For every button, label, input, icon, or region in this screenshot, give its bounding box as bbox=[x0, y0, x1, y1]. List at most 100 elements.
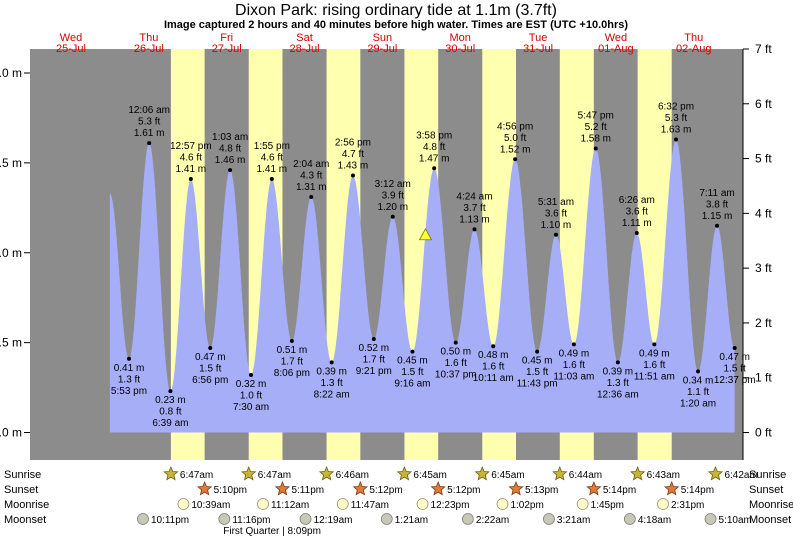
low-tide-label: 10:11 am bbox=[473, 373, 514, 384]
astro-row-label-left: Moonset bbox=[4, 514, 46, 526]
high-tide-label: 3:58 pm bbox=[416, 130, 452, 141]
low-tide-label: 7:30 am bbox=[233, 402, 269, 413]
low-tide-label: 9:16 am bbox=[394, 379, 430, 390]
high-tide-label: 2:56 pm bbox=[335, 137, 371, 148]
moonset-icon bbox=[704, 513, 717, 525]
low-tide-label: 0.32 m bbox=[236, 379, 267, 390]
high-tide-label: 3.7 ft bbox=[463, 203, 485, 214]
day-name: Thu bbox=[139, 32, 158, 44]
right-tick-label: 5 ft bbox=[755, 152, 772, 166]
day-date: 25-Jul bbox=[56, 43, 86, 55]
high-tide-label: 4.3 ft bbox=[300, 171, 322, 182]
astro-row-label-left: Sunset bbox=[4, 484, 38, 496]
right-tick-label: 3 ft bbox=[755, 261, 772, 275]
day-date: 29-Jul bbox=[367, 43, 397, 55]
tide-point bbox=[593, 146, 598, 151]
high-tide-label: 1.31 m bbox=[296, 182, 327, 193]
sunset-icon bbox=[352, 480, 369, 496]
day-name: Sun bbox=[373, 32, 393, 44]
low-tide-label: 1.7 ft bbox=[363, 355, 385, 366]
low-tide-label: 0.39 m bbox=[603, 366, 634, 377]
high-tide-label: 1.11 m bbox=[622, 218, 652, 229]
low-tide-label: 12:37 pm bbox=[714, 375, 756, 386]
left-tick-label: 1.5 m bbox=[0, 156, 22, 170]
low-tide-label: 1.3 ft bbox=[607, 378, 629, 389]
moonset-time: 2:22am bbox=[476, 515, 509, 526]
low-tide-label: 0.8 ft bbox=[159, 407, 181, 418]
high-tide-label: 3.8 ft bbox=[706, 199, 728, 210]
tide-point bbox=[615, 360, 620, 365]
moonset-time: 3:21am bbox=[557, 515, 590, 526]
high-tide-label: 1.46 m bbox=[215, 155, 246, 166]
moonrise-time: 1:02pm bbox=[510, 500, 543, 511]
moonset-time: 5:10am bbox=[719, 515, 752, 526]
right-tick-label: 1 ft bbox=[755, 371, 772, 385]
right-axis: 7 ft 6 ft 5 ft 4 ft 3 ft 2 ft 1 ft 0 ft bbox=[743, 42, 772, 440]
low-tide-label: 6:56 pm bbox=[192, 375, 228, 386]
astro-row-label-left: Sunrise bbox=[4, 469, 41, 481]
high-tide-label: 12:57 pm bbox=[170, 141, 212, 152]
moonrise-time: 12:23pm bbox=[431, 500, 470, 511]
sunrise-time: 6:43am bbox=[647, 470, 680, 481]
tide-point bbox=[453, 340, 458, 345]
moonrise-icon bbox=[576, 498, 589, 510]
high-tide-label: 4.8 ft bbox=[219, 144, 241, 155]
low-tide-label: 0.47 m bbox=[195, 352, 226, 363]
low-tide-label: 0.23 m bbox=[155, 395, 186, 406]
low-tide-label: 12:36 am bbox=[597, 389, 639, 400]
left-tick-label: 2.0 m bbox=[0, 66, 22, 80]
day-date: 28-Jul bbox=[290, 43, 320, 55]
sunset-time: 5:11pm bbox=[291, 485, 324, 496]
astro-rows: Sunrise Sunrise Sunset Sunset Moonrise Moonri… bbox=[4, 465, 793, 537]
low-tide-label: 0.41 m bbox=[114, 363, 145, 374]
low-tide-label: 5:53 pm bbox=[111, 386, 147, 397]
moonset-icon bbox=[218, 513, 231, 525]
moonset-icon bbox=[543, 513, 555, 525]
low-tide-label: 1.6 ft bbox=[445, 358, 467, 369]
high-tide-label: 5.0 ft bbox=[504, 133, 526, 144]
sunset-icon bbox=[430, 480, 446, 496]
moonrise-icon bbox=[336, 498, 349, 510]
tide-point bbox=[535, 349, 540, 354]
right-tick-label: 6 ft bbox=[755, 97, 772, 111]
high-tide-label: 3.6 ft bbox=[545, 208, 567, 219]
high-tide-label: 1.52 m bbox=[500, 144, 531, 155]
tide-point bbox=[249, 372, 254, 377]
sunset-time: 5:14pm bbox=[603, 485, 636, 496]
high-tide-label: 4.8 ft bbox=[423, 142, 445, 153]
tide-point bbox=[168, 389, 173, 394]
sunset-time: 5:14pm bbox=[681, 485, 714, 496]
right-tick-label: 2 ft bbox=[755, 316, 772, 330]
moonrise-icon bbox=[177, 498, 190, 510]
astro-row-label-left: Moonrise bbox=[4, 499, 49, 511]
high-tide-label: 2:04 am bbox=[293, 159, 329, 170]
day-date: 02-Aug bbox=[676, 43, 711, 55]
low-tide-label: 1:20 am bbox=[680, 398, 716, 409]
left-tick-label: 0.0 m bbox=[0, 426, 22, 440]
low-tide-label: 0.50 m bbox=[440, 347, 471, 358]
sunrise-icon bbox=[396, 465, 413, 481]
sunrise-icon bbox=[707, 465, 724, 481]
tide-point bbox=[289, 338, 294, 343]
tide-point bbox=[208, 346, 213, 351]
high-tide-label: 3.9 ft bbox=[382, 190, 404, 201]
left-tick-label: 1.0 m bbox=[0, 246, 22, 260]
tide-point bbox=[553, 232, 558, 237]
left-axis: 2.0 m 1.5 m 1.0 m 0.5 m 0.0 m bbox=[0, 66, 30, 440]
right-tick-label: 4 ft bbox=[755, 206, 772, 220]
day-labels: Wed25-JulThu26-JulFri27-JulSat28-JulSun2… bbox=[56, 32, 711, 55]
moonrise-time: 11:47am bbox=[351, 500, 389, 511]
moonset-time: 1:21am bbox=[395, 515, 428, 526]
tide-point bbox=[513, 157, 518, 162]
high-tide-label: 4.6 ft bbox=[261, 153, 283, 164]
tide-point bbox=[696, 369, 701, 374]
moonset-icon bbox=[299, 513, 312, 525]
sunrise-icon bbox=[241, 465, 257, 481]
tide-point bbox=[390, 214, 395, 219]
low-tide-label: 0.49 m bbox=[639, 348, 670, 359]
tide-point bbox=[732, 346, 737, 351]
tide-point bbox=[491, 344, 496, 349]
high-tide-label: 12:06 am bbox=[128, 105, 170, 116]
moonrise-icon bbox=[657, 498, 669, 510]
